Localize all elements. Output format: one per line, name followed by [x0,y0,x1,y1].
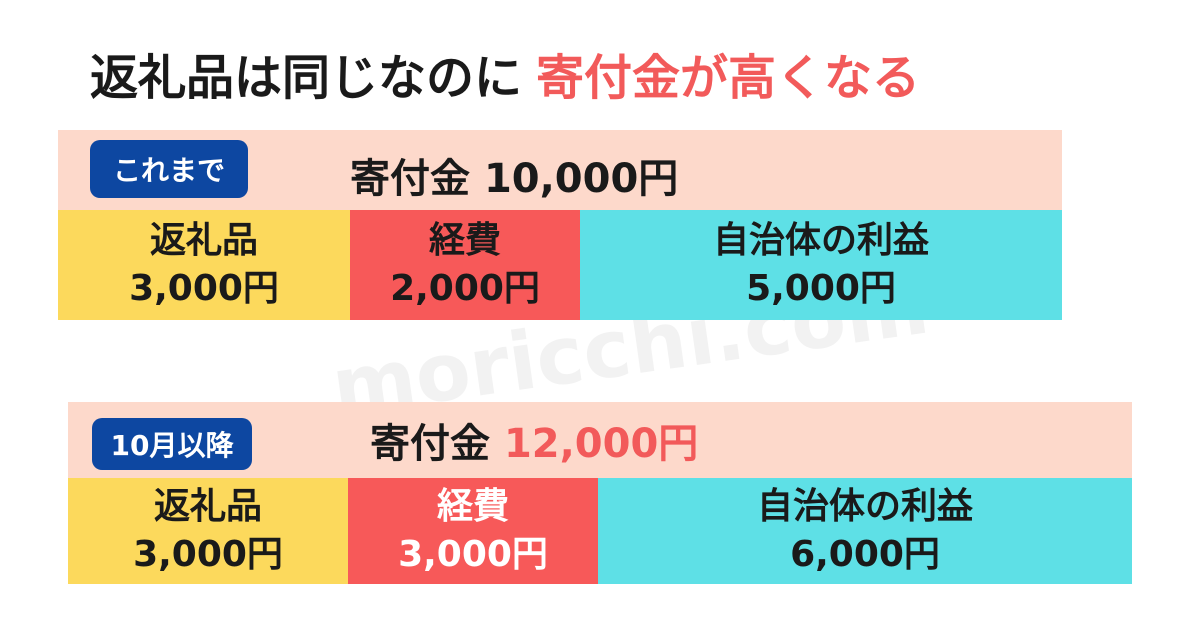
segment: 経費 2,000円 [350,210,580,320]
segment: 自治体の利益 6,000円 [598,478,1132,584]
title-main: 返礼品は同じなのに [90,50,523,106]
segment-amount: 5,000円 [746,268,896,309]
segment: 返礼品 3,000円 [58,210,350,320]
segment-amount: 2,000円 [390,268,540,309]
total-amount: 12,000円 [503,421,699,467]
total-label: 寄付金 [350,156,470,202]
segment-amount: 3,000円 [129,268,279,309]
segment-amount: 3,000円 [398,534,548,575]
badge: 10月以降 [92,418,252,470]
segment-label: 返礼品 [153,486,262,527]
segment-amount: 6,000円 [790,534,940,575]
segment-label: 返礼品 [149,220,258,261]
segment-amount: 3,000円 [133,534,283,575]
title-highlight: 寄付金が高くなる [536,50,921,106]
total: 寄付金 12,000円 [370,410,698,470]
badge: これまで [90,140,248,198]
segment-label: 自治体の利益 [756,486,973,527]
segment-label: 経費 [436,486,509,527]
total-label: 寄付金 [370,421,490,467]
segment-label: 経費 [428,220,501,261]
segment: 自治体の利益 5,000円 [580,210,1062,320]
title: 返礼品は同じなのに 寄付金が高くなる [90,38,920,108]
total: 寄付金 10,000円 [350,145,678,205]
total-amount: 10,000円 [483,156,679,202]
segment-label: 自治体の利益 [712,220,929,261]
segment: 返礼品 3,000円 [68,478,348,584]
segment: 経費 3,000円 [348,478,598,584]
